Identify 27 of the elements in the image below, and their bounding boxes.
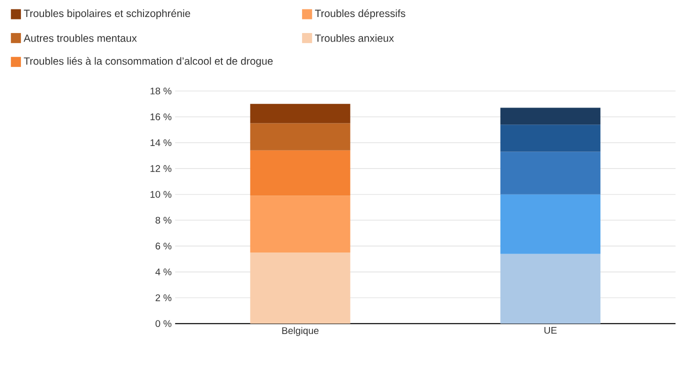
- legend-label: Troubles bipolaires et schizophrénie: [24, 9, 190, 20]
- legend-label: Autres troubles mentaux: [24, 34, 137, 42]
- bar: [250, 123, 350, 150]
- bar: [250, 104, 350, 124]
- bar: [250, 196, 350, 253]
- y-tick-label: 4 %: [155, 268, 172, 276]
- bar: [250, 150, 350, 196]
- x-tick-label: UE: [544, 326, 557, 334]
- bar: [500, 152, 600, 194]
- bar: [500, 254, 600, 324]
- bar: [250, 252, 350, 324]
- y-tick-label: 16 %: [150, 113, 172, 120]
- bar: [500, 108, 600, 125]
- bar: [500, 124, 600, 152]
- legend-label: Troubles liés à la consommation d’alcool et de drogue: [24, 56, 273, 67]
- legend-label: Troubles anxieux: [315, 34, 394, 42]
- y-tick-label: 12 %: [150, 165, 172, 172]
- y-tick-label: 8 %: [156, 216, 172, 224]
- y-tick-label: 18 %: [150, 88, 172, 94]
- y-tick-label: 10 %: [150, 190, 172, 198]
- y-tick-label: 0 %: [156, 320, 172, 328]
- y-tick-label: 14 %: [150, 139, 172, 146]
- y-tick-label: 2 %: [156, 294, 172, 302]
- bar: [500, 194, 600, 254]
- x-tick-label: Belgique: [282, 326, 319, 336]
- y-tick-label: 6 %: [156, 242, 172, 250]
- legend-label: Troubles dépressifs: [315, 9, 406, 20]
